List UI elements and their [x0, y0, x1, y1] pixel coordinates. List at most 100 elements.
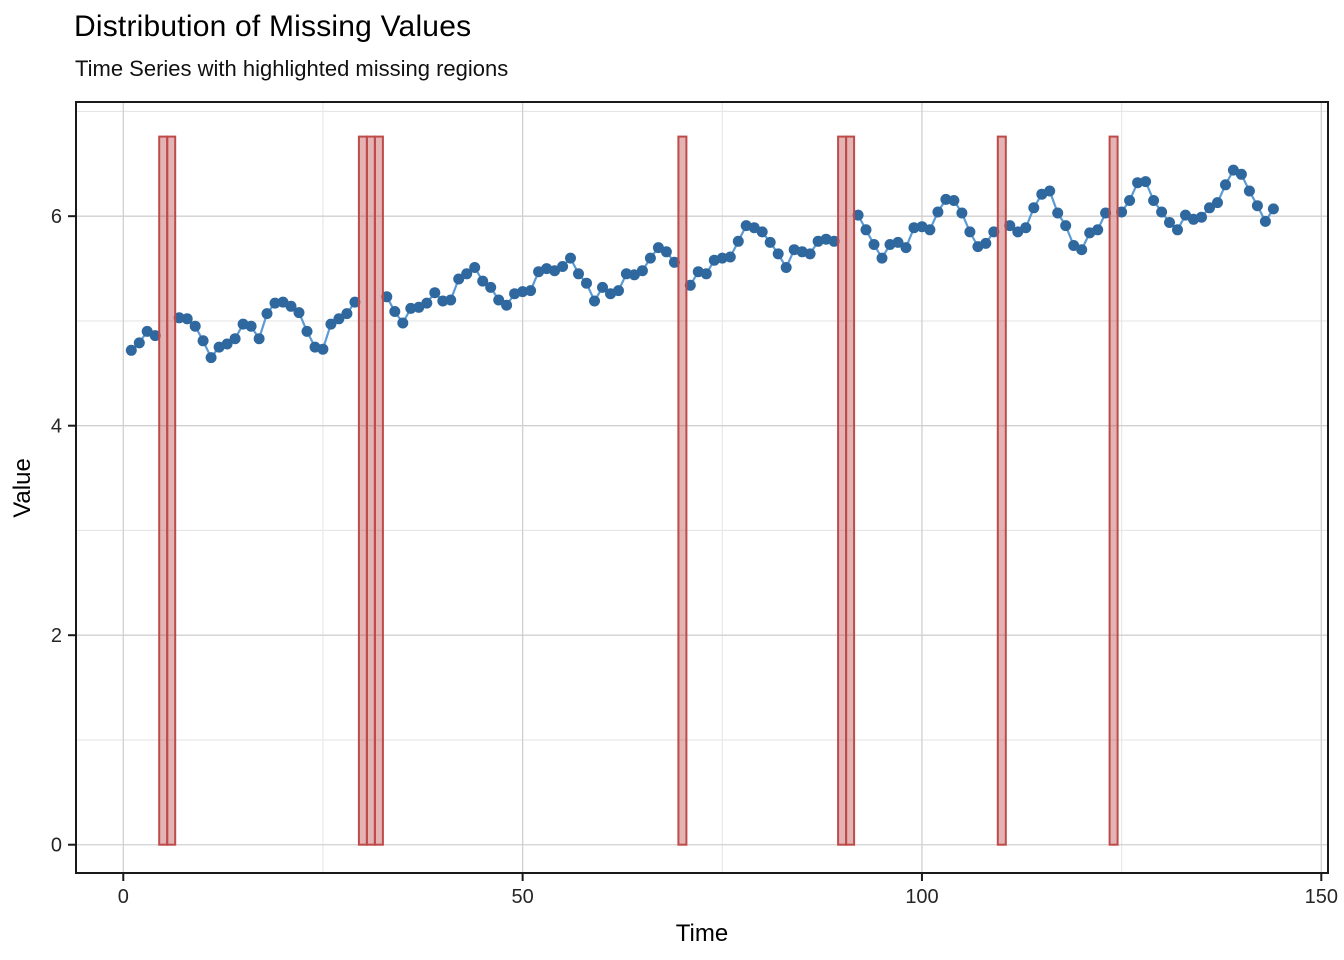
x-tick-label: 50: [511, 886, 533, 908]
data-point: [684, 279, 696, 291]
missing-region-bar: [677, 135, 688, 846]
data-point: [389, 306, 401, 317]
data-point: [181, 313, 193, 325]
data-point: [485, 281, 497, 293]
data-point: [205, 352, 217, 364]
data-point: [900, 242, 912, 254]
data-point: [469, 262, 481, 273]
data-point: [852, 209, 864, 221]
x-tick-label: 150: [1305, 886, 1338, 908]
data-point: [1124, 195, 1136, 206]
missing-region-bar: [166, 135, 177, 846]
data-point: [461, 268, 473, 280]
chart-subtitle: Time Series with highlighted missing reg…: [75, 56, 509, 81]
data-point: [1132, 177, 1144, 189]
data-point: [405, 302, 417, 314]
data-point: [301, 325, 313, 337]
data-point: [381, 291, 393, 303]
data-point: [573, 268, 584, 280]
missing-region-bar: [1108, 135, 1119, 846]
data-point: [1164, 217, 1175, 228]
data-point: [221, 338, 233, 350]
data-point: [1251, 200, 1263, 212]
data-point: [1116, 206, 1128, 218]
data-point: [525, 285, 537, 297]
x-tick-label: 0: [118, 886, 129, 908]
data-point: [253, 333, 265, 345]
missing-regions: [158, 135, 1119, 846]
panel-border: [75, 101, 1329, 874]
data-point: [501, 299, 513, 311]
data-point: [1052, 207, 1064, 219]
data-point: [317, 343, 329, 355]
data-point: [756, 226, 768, 238]
data-point: [1204, 202, 1215, 214]
y-axis-title: Value: [9, 458, 36, 518]
series-points: [125, 164, 1279, 364]
missing-region-bar: [365, 135, 376, 846]
data-point: [1196, 211, 1207, 223]
data-point: [700, 268, 712, 280]
plot-panel: [76, 102, 1328, 873]
data-point: [229, 333, 241, 345]
data-point: [1243, 185, 1255, 197]
data-point: [828, 235, 840, 247]
data-point: [285, 300, 297, 312]
data-point: [668, 256, 680, 268]
data-point: [980, 237, 992, 249]
data-point: [557, 261, 569, 272]
data-point: [1100, 207, 1112, 219]
data-point: [940, 193, 952, 205]
data-point: [780, 262, 792, 273]
missing-region-bar: [837, 135, 848, 846]
data-point: [149, 330, 161, 342]
data-point: [333, 313, 345, 325]
data-point: [1259, 215, 1271, 227]
data-point: [293, 307, 305, 319]
data-point: [620, 268, 632, 280]
data-point: [1004, 220, 1016, 232]
data-point: [493, 294, 505, 306]
data-point: [325, 318, 337, 330]
data-point: [868, 239, 880, 250]
data-point: [581, 277, 592, 289]
x-tick-label: 100: [905, 886, 938, 908]
data-point: [597, 281, 608, 293]
data-point: [245, 320, 257, 332]
data-point: [397, 317, 409, 329]
data-point: [173, 312, 185, 324]
data-point: [1172, 224, 1183, 236]
data-point: [1044, 185, 1056, 197]
data-point: [1220, 179, 1231, 191]
data-point: [565, 252, 576, 264]
data-point: [517, 286, 529, 298]
y-tick-label: 4: [51, 416, 62, 438]
data-point: [1156, 206, 1168, 218]
axis-ticks: [68, 215, 1323, 881]
data-point: [924, 224, 936, 236]
data-point: [948, 195, 960, 206]
missing-region-bar: [373, 135, 384, 846]
data-point: [1028, 202, 1040, 214]
data-point: [1092, 224, 1104, 236]
data-point: [1060, 220, 1072, 232]
chart-title: Distribution of Missing Values: [74, 10, 472, 43]
data-point: [477, 275, 489, 287]
data-point: [724, 251, 736, 263]
y-tick-label: 6: [51, 206, 62, 228]
minor-gridlines: [76, 102, 1328, 873]
data-point: [732, 235, 744, 247]
data-point: [197, 335, 209, 347]
data-point: [421, 297, 433, 309]
data-point: [269, 297, 281, 309]
data-point: [956, 207, 968, 219]
data-point: [660, 246, 672, 258]
data-point: [589, 295, 600, 307]
data-point: [261, 308, 273, 320]
data-point: [341, 308, 353, 320]
major-gridlines: [76, 102, 1328, 873]
y-tick-label: 0: [51, 835, 62, 857]
y-tick-label: 2: [51, 625, 62, 647]
